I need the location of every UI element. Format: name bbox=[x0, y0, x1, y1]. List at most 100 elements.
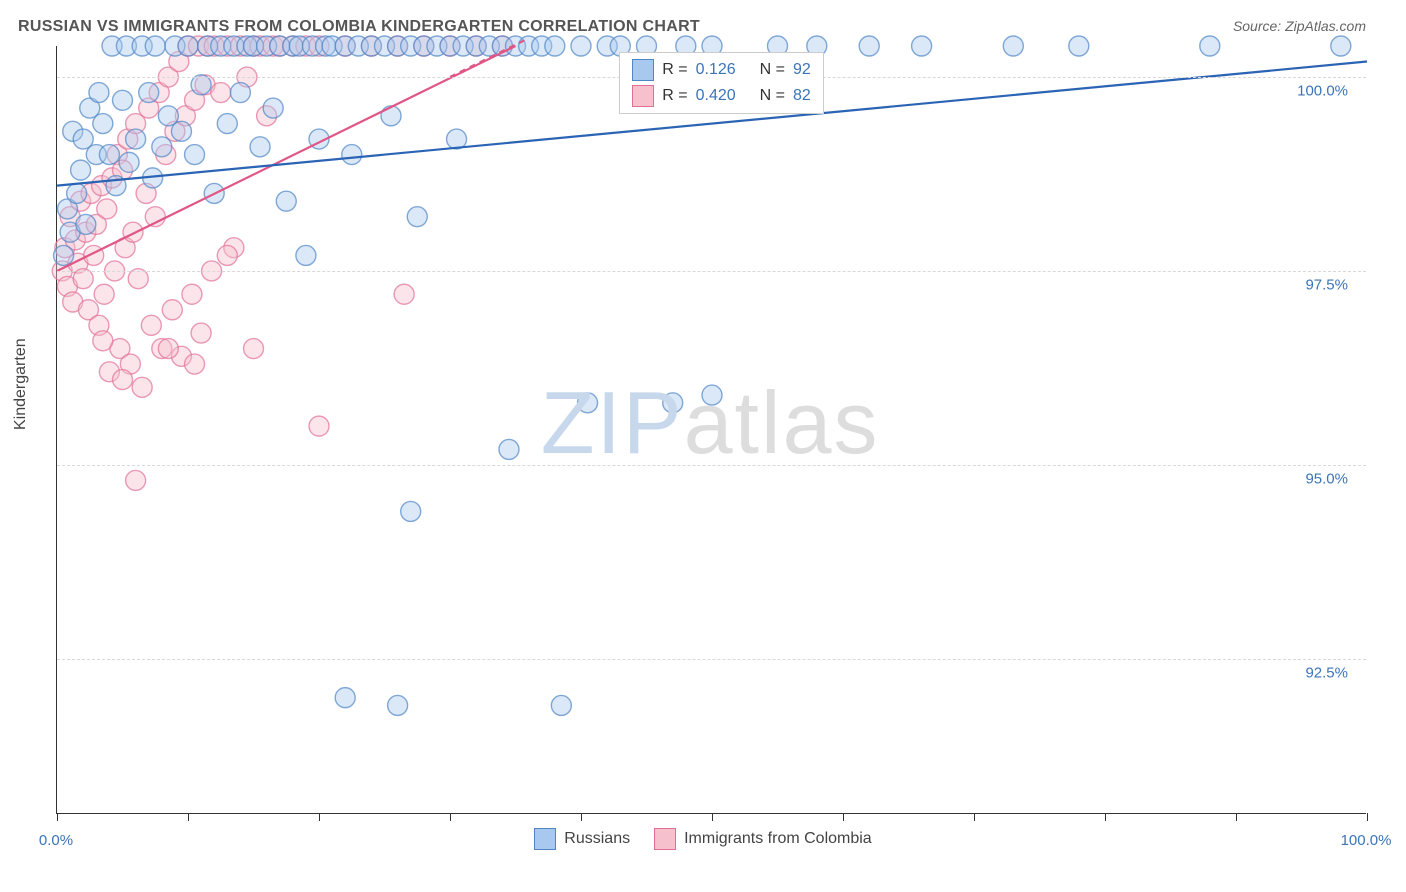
scatter-point bbox=[244, 339, 264, 359]
source-label: Source: bbox=[1233, 18, 1285, 34]
scatter-point bbox=[126, 129, 146, 149]
legend-label: Immigrants from Colombia bbox=[684, 830, 872, 848]
scatter-point bbox=[162, 300, 182, 320]
x-tick-label: 0.0% bbox=[39, 832, 73, 849]
scatter-plot-svg bbox=[57, 46, 1366, 813]
n-label: N = bbox=[760, 61, 785, 79]
scatter-point bbox=[89, 83, 109, 103]
gridline-horizontal bbox=[57, 659, 1366, 660]
y-tick-label: 95.0% bbox=[1305, 470, 1348, 487]
scatter-point bbox=[1331, 36, 1351, 56]
chart-plot-area: 92.5%95.0%97.5%100.0% bbox=[56, 46, 1366, 814]
scatter-point bbox=[1069, 36, 1089, 56]
scatter-point bbox=[1003, 36, 1023, 56]
scatter-point bbox=[551, 695, 571, 715]
legend-swatch bbox=[534, 828, 556, 850]
y-axis-label: Kindergarten bbox=[12, 338, 30, 430]
scatter-point bbox=[71, 160, 91, 180]
source-value: ZipAtlas.com bbox=[1285, 18, 1366, 34]
scatter-point bbox=[99, 145, 119, 165]
n-value: 92 bbox=[793, 61, 811, 79]
scatter-point bbox=[545, 36, 565, 56]
x-tick bbox=[450, 813, 451, 821]
scatter-point bbox=[185, 354, 205, 374]
scatter-point bbox=[388, 695, 408, 715]
r-label: R = bbox=[662, 87, 687, 105]
scatter-point bbox=[578, 393, 598, 413]
y-tick-label: 100.0% bbox=[1297, 83, 1348, 100]
scatter-point bbox=[217, 245, 237, 265]
scatter-point bbox=[250, 137, 270, 157]
n-value: 82 bbox=[793, 87, 811, 105]
legend-stats-row: R =0.420N =82 bbox=[632, 85, 810, 107]
scatter-point bbox=[309, 416, 329, 436]
scatter-point bbox=[76, 214, 96, 234]
x-tick bbox=[712, 813, 713, 821]
scatter-point bbox=[401, 501, 421, 521]
scatter-point bbox=[182, 284, 202, 304]
scatter-point bbox=[663, 393, 683, 413]
scatter-point bbox=[211, 83, 231, 103]
legend-item: Russians bbox=[534, 828, 630, 850]
scatter-point bbox=[859, 36, 879, 56]
legend-swatch bbox=[632, 59, 654, 81]
legend-stats-box: R =0.126N =92R =0.420N =82 bbox=[619, 52, 823, 114]
scatter-point bbox=[394, 284, 414, 304]
legend-swatch bbox=[632, 85, 654, 107]
x-tick bbox=[57, 813, 58, 821]
legend-label: Russians bbox=[564, 830, 630, 848]
scatter-point bbox=[230, 83, 250, 103]
scatter-point bbox=[1200, 36, 1220, 56]
scatter-point bbox=[407, 207, 427, 227]
scatter-point bbox=[171, 121, 191, 141]
scatter-point bbox=[276, 191, 296, 211]
scatter-point bbox=[912, 36, 932, 56]
y-tick-label: 92.5% bbox=[1305, 664, 1348, 681]
scatter-point bbox=[94, 284, 114, 304]
x-tick bbox=[1105, 813, 1106, 821]
x-tick-label: 100.0% bbox=[1341, 832, 1392, 849]
x-tick bbox=[319, 813, 320, 821]
x-tick bbox=[974, 813, 975, 821]
scatter-point bbox=[381, 106, 401, 126]
r-value: 0.126 bbox=[696, 61, 752, 79]
scatter-point bbox=[191, 323, 211, 343]
scatter-point bbox=[335, 688, 355, 708]
scatter-point bbox=[119, 152, 139, 172]
r-label: R = bbox=[662, 61, 687, 79]
legend-swatch bbox=[654, 828, 676, 850]
scatter-point bbox=[113, 370, 133, 390]
scatter-point bbox=[499, 439, 519, 459]
scatter-point bbox=[123, 222, 143, 242]
scatter-point bbox=[145, 36, 165, 56]
legend-bottom: Russians Immigrants from Colombia bbox=[0, 828, 1406, 850]
n-label: N = bbox=[760, 87, 785, 105]
scatter-point bbox=[126, 470, 146, 490]
scatter-point bbox=[263, 98, 283, 118]
x-tick bbox=[843, 813, 844, 821]
scatter-point bbox=[97, 199, 117, 219]
x-tick bbox=[188, 813, 189, 821]
legend-stats-row: R = 0.126 N = 92 bbox=[632, 59, 810, 81]
scatter-point bbox=[93, 331, 113, 351]
scatter-point bbox=[571, 36, 591, 56]
scatter-point bbox=[152, 137, 172, 157]
scatter-point bbox=[113, 90, 133, 110]
scatter-point bbox=[141, 315, 161, 335]
scatter-point bbox=[178, 36, 198, 56]
scatter-point bbox=[217, 114, 237, 134]
gridline-horizontal bbox=[57, 465, 1366, 466]
scatter-point bbox=[139, 83, 159, 103]
chart-title: RUSSIAN VS IMMIGRANTS FROM COLOMBIA KIND… bbox=[18, 18, 700, 36]
gridline-horizontal bbox=[57, 271, 1366, 272]
scatter-point bbox=[93, 114, 113, 134]
x-tick bbox=[1236, 813, 1237, 821]
scatter-point bbox=[54, 245, 74, 265]
scatter-point bbox=[158, 339, 178, 359]
scatter-point bbox=[132, 377, 152, 397]
source-attribution: Source: ZipAtlas.com bbox=[1233, 18, 1366, 34]
scatter-point bbox=[342, 145, 362, 165]
scatter-point bbox=[296, 245, 316, 265]
scatter-point bbox=[185, 145, 205, 165]
x-tick bbox=[581, 813, 582, 821]
